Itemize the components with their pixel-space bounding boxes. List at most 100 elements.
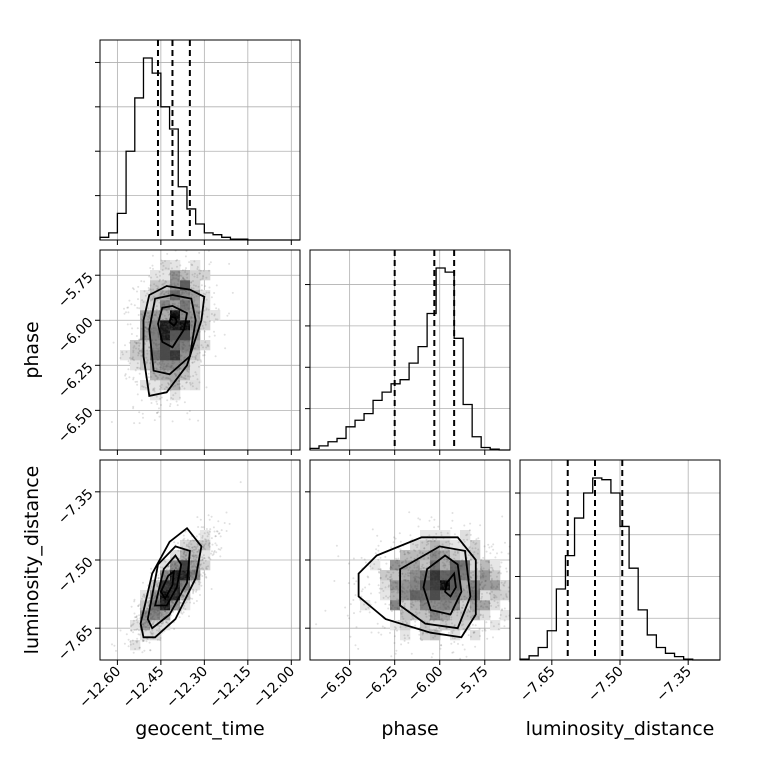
scatter-point [139, 338, 142, 341]
scatter-point [157, 331, 160, 334]
scatter-point [180, 359, 183, 362]
scatter-point [192, 560, 195, 562]
scatter-point [479, 583, 482, 586]
scatter-point [175, 311, 177, 313]
scatter-point [183, 401, 186, 404]
scatter-point [157, 600, 160, 603]
scatter-point [385, 562, 388, 565]
scatter-point [159, 593, 162, 596]
scatter-point [380, 633, 383, 636]
scatter-point [437, 616, 440, 619]
scatter-point [191, 575, 194, 578]
scatter-point [352, 599, 355, 601]
scatter-point [138, 338, 141, 341]
scatter-point [186, 324, 189, 327]
scatter-point [466, 611, 469, 614]
scatter-point [156, 328, 159, 331]
scatter-point [396, 585, 399, 588]
scatter-point [172, 355, 175, 357]
scatter-point [121, 353, 124, 356]
scatter-point [202, 327, 205, 330]
scatter-point [126, 306, 129, 309]
scatter-point [149, 299, 152, 302]
scatter-point [155, 606, 158, 609]
scatter-point [158, 343, 161, 346]
scatter-point [136, 628, 139, 631]
scatter-point [407, 569, 410, 572]
y-tick-label: −7.35 [55, 486, 97, 528]
scatter-point [487, 607, 490, 610]
scatter-point [160, 614, 163, 617]
scatter-point [156, 583, 159, 586]
scatter-point [171, 309, 174, 312]
scatter-point [366, 575, 369, 578]
scatter-point [155, 400, 158, 403]
scatter-point [199, 581, 202, 584]
scatter-point [180, 583, 183, 586]
scatter-point [132, 631, 135, 634]
scatter-point [194, 559, 196, 561]
scatter-point [154, 361, 157, 364]
scatter-point [183, 550, 186, 553]
scatter-point [152, 324, 155, 327]
scatter-point [189, 571, 192, 574]
scatter-point [178, 387, 181, 390]
scatter-point [173, 608, 176, 611]
scatter-point [182, 277, 185, 280]
scatter-point [170, 561, 173, 564]
scatter-point [214, 535, 217, 538]
density-cell [170, 560, 181, 571]
scatter-point [171, 267, 173, 270]
scatter-point [164, 610, 167, 613]
scatter-point [144, 622, 147, 625]
scatter-point [401, 615, 404, 618]
scatter-point [168, 297, 171, 300]
scatter-point [161, 350, 164, 353]
scatter-point [176, 330, 178, 333]
scatter-point [196, 276, 199, 279]
scatter-point [437, 607, 440, 610]
scatter-point [142, 623, 145, 626]
scatter-point [445, 623, 448, 626]
scatter-point [420, 567, 422, 570]
scatter-point [162, 367, 165, 370]
scatter-point [164, 280, 167, 283]
scatter-point [165, 365, 168, 368]
scatter-point [131, 357, 133, 360]
scatter-point [189, 336, 192, 339]
scatter-point [493, 593, 496, 596]
scatter-point [171, 611, 174, 614]
scatter-point [152, 326, 155, 329]
scatter-point [174, 594, 177, 596]
scatter-point [158, 280, 161, 283]
scatter-point [172, 334, 175, 337]
density-cell [200, 530, 211, 541]
scatter-point [195, 600, 198, 602]
scatter-point [175, 332, 178, 335]
scatter-point [410, 618, 413, 621]
scatter-point [166, 588, 169, 591]
scatter-point [195, 373, 198, 376]
scatter-point [181, 341, 183, 344]
scatter-point [415, 608, 418, 611]
scatter-point [181, 278, 184, 281]
scatter-point [201, 548, 204, 551]
scatter-point [461, 643, 464, 646]
scatter-point [164, 590, 166, 593]
scatter-point [432, 568, 435, 571]
scatter-point [176, 404, 179, 407]
scatter-point [159, 615, 162, 618]
scatter-point [160, 610, 163, 613]
scatter-point [378, 587, 381, 590]
scatter-point [144, 612, 147, 615]
scatter-point [151, 608, 154, 610]
scatter-point [432, 591, 435, 594]
scatter-point [169, 604, 172, 607]
scatter-point [191, 554, 194, 557]
scatter-point [154, 313, 157, 316]
scatter-point [367, 606, 370, 609]
scatter-point [150, 620, 153, 623]
scatter-point [199, 594, 201, 596]
density-cell [190, 540, 201, 551]
scatter-point [178, 580, 181, 583]
